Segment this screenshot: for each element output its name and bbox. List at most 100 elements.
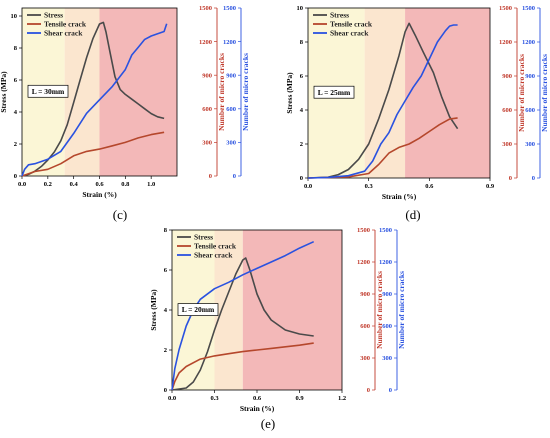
legend-label-shear-crack: Shear crack (44, 29, 83, 38)
x-tick-label: 0.9 (295, 395, 304, 402)
panel-label-d: (d) (405, 207, 420, 222)
y-left-tick-label: 0 (300, 175, 303, 182)
mid-axis-tick-label: 1200 (499, 39, 512, 46)
mid-axis-tick-label: 900 (360, 291, 370, 298)
y-left-tick-label: 4 (164, 307, 168, 314)
right-axis-tick-label: 900 (226, 72, 236, 79)
right-axis-tick-label: 1500 (379, 227, 392, 234)
plot-frame (307, 7, 491, 179)
legend-label-tensile-crack: Tensile crack (194, 242, 237, 251)
x-tick-label: 0.6 (95, 181, 104, 188)
right-axis-tick-label: 300 (382, 355, 392, 362)
x-tick-label: 0.2 (44, 181, 52, 188)
mid-axis-tick-label: 0 (509, 175, 512, 182)
panel-e: 0.0 0.3 0.6 0.9 1.2 Strain (%) 0 2 4 6 8 Stress (MP… (149, 227, 406, 431)
right-axis-title: Number of micro cracks (397, 271, 406, 349)
series-stress-line (171, 257, 314, 391)
y-left-tick-label: 0 (14, 173, 17, 180)
right-axis-tick-label: 0 (532, 175, 535, 182)
right-axis-tick-label: 900 (525, 73, 535, 80)
zone-2 (214, 230, 243, 390)
right-axis-tick-label: 1200 (522, 39, 535, 46)
mid-axis-tick-label: 0 (209, 173, 212, 180)
x-tick-label: 0.6 (425, 183, 434, 190)
mid-axis-tick-label: 600 (360, 323, 370, 330)
zone-2 (364, 8, 406, 178)
x-tick-label: 0.4 (70, 181, 79, 188)
series-stress-line (307, 22, 459, 179)
zone-3 (405, 8, 490, 178)
mid-axis-tick-label: 900 (502, 73, 512, 80)
legend-label-tensile-crack: Tensile crack (330, 20, 373, 29)
series-shear-crack-line (307, 24, 458, 179)
annotation-box (27, 84, 69, 98)
mid-axis-tick-label: 300 (202, 140, 212, 147)
y-left-tick-label: 2 (300, 141, 303, 148)
x-tick-label: 0.6 (253, 395, 262, 402)
chart-c-plot: 0.0 0.2 0.4 0.6 0.8 1.0 Strain (%) 0 2 4 6 8 10 Stres… (0, 5, 250, 199)
legend-label-stress: Stress (44, 11, 63, 20)
y-left-tick-label: 4 (14, 109, 18, 116)
mid-axis-tick-label: 1200 (357, 259, 370, 266)
mid-axis-tick-label: 1500 (357, 227, 370, 234)
panel-d: 0.0 0.3 0.6 0.9 Strain (%) 0 2 4 6 8 10 Stress (MPa… (285, 5, 549, 222)
y-left-tick-label: 10 (11, 13, 18, 20)
right-axis-tick-label: 1200 (379, 259, 392, 266)
mid-axis-tick-label: 600 (502, 107, 512, 114)
y-left-axis-title: Stress (MPa) (149, 289, 158, 331)
y-left-tick-label: 0 (164, 387, 167, 394)
mid-axis-title: Number of micro cracks (375, 271, 384, 349)
annotation-label: L = 20mm (182, 305, 215, 314)
y-left-tick-label: 2 (164, 347, 167, 354)
series-shear-crack-line (21, 23, 168, 177)
y-left-tick-label: 8 (164, 227, 168, 234)
legend-label-shear-crack: Shear crack (330, 29, 369, 38)
mid-axis-tick-label: 300 (360, 355, 370, 362)
x-axis-title: Strain (%) (382, 192, 417, 201)
mid-axis-tick-label: 1500 (499, 5, 512, 12)
annotation-box (177, 303, 219, 316)
mid-axis-title: Number of micro cracks (217, 53, 226, 131)
panel-c: 0.0 0.2 0.4 0.6 0.8 1.0 Strain (%) 0 2 4 6 8 10 Stres… (0, 5, 250, 222)
right-axis-tick-label: 0 (233, 173, 236, 180)
y-left-tick-label: 6 (164, 267, 168, 274)
right-axis-tick-label: 1200 (223, 39, 236, 46)
x-tick-label: 0.0 (168, 395, 176, 402)
zone-3 (99, 8, 177, 176)
chart-d-plot: 0.0 0.3 0.6 0.9 Strain (%) 0 2 4 6 8 10 Stress (MPa… (285, 5, 549, 201)
right-axis-tick-label: 600 (382, 323, 392, 330)
y-left-tick-label: 8 (300, 39, 304, 46)
x-tick-label: 0.3 (210, 395, 219, 402)
right-axis-tick-label: 600 (226, 106, 236, 113)
right-axis-tick-label: 900 (382, 291, 392, 298)
y-left-tick-label: 8 (14, 45, 18, 52)
panel-label-c: (c) (113, 207, 127, 222)
legend-label-stress: Stress (330, 11, 349, 20)
right-axis-tick-label: 1500 (522, 5, 535, 12)
mid-axis-tick-label: 1200 (199, 39, 212, 46)
legend-label-stress: Stress (194, 233, 213, 242)
mid-axis-tick-label: 0 (367, 387, 370, 394)
y-left-axis-title: Stress (MPa) (0, 71, 8, 113)
annotation-label: L = 30mm (32, 87, 65, 96)
right-axis-tick-label: 0 (389, 387, 392, 394)
right-axis-title: Number of micro cracks (540, 54, 549, 132)
right-axis-tick-label: 300 (525, 141, 535, 148)
x-tick-label: 1.0 (147, 181, 155, 188)
y-left-tick-label: 10 (297, 5, 304, 12)
annotation-label: L = 25mm (318, 88, 351, 97)
x-tick-label: 0.0 (18, 181, 26, 188)
legend-label-tensile-crack: Tensile crack (44, 20, 87, 29)
x-tick-label: 1.2 (338, 395, 346, 402)
right-axis-tick-label: 300 (226, 140, 236, 147)
series-tensile-crack-line (307, 117, 458, 179)
y-left-axis-title: Stress (MPa) (285, 72, 294, 114)
x-tick-label: 0.0 (304, 183, 312, 190)
x-tick-label: 0.9 (486, 183, 495, 190)
zone-3 (242, 230, 342, 390)
mid-axis-tick-label: 900 (202, 72, 212, 79)
x-axis-title: Strain (%) (240, 404, 275, 413)
mid-axis-tick-label: 300 (502, 141, 512, 148)
y-left-tick-label: 2 (14, 141, 17, 148)
